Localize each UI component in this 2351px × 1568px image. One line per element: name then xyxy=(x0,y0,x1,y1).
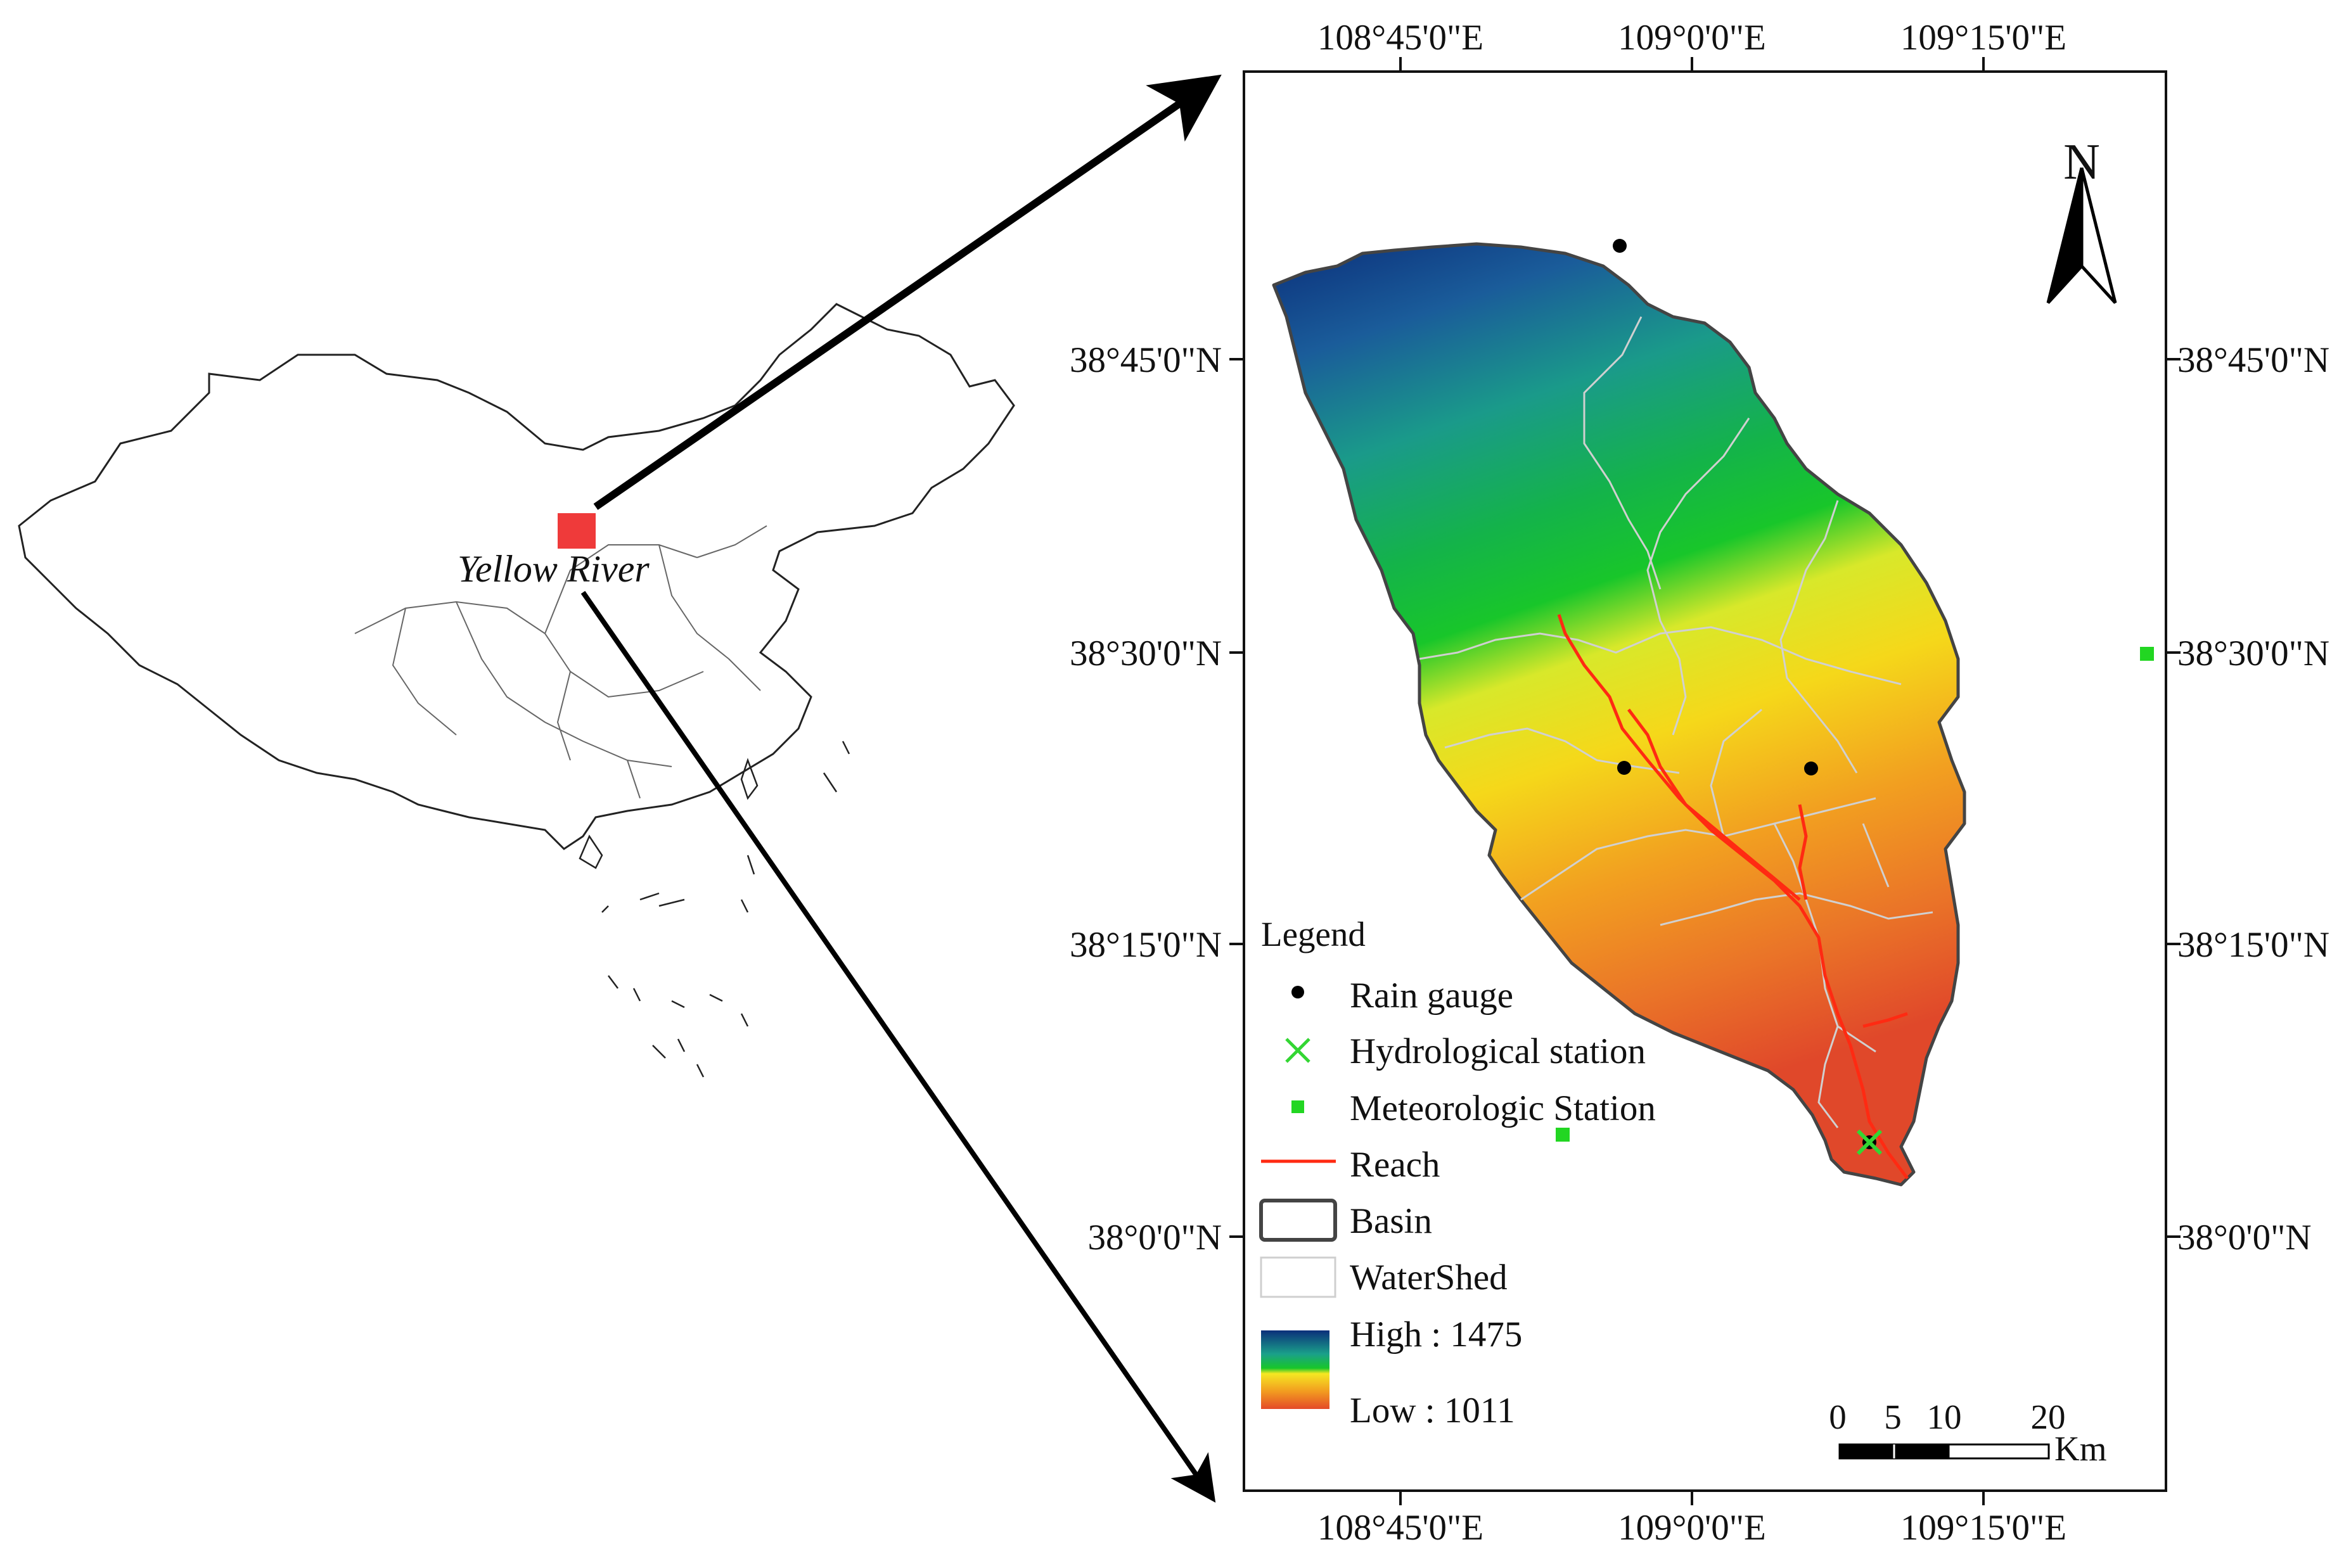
bottom-lon-label: 109°0'0"E xyxy=(1618,1508,1766,1548)
right-lat-label: 38°0'0"N xyxy=(2177,1218,2312,1258)
legend-rain-gauge-symbol xyxy=(1291,986,1304,998)
overview-map: Yellow River xyxy=(18,303,1015,1078)
bottom-lon-label: 109°15'0"E xyxy=(1900,1508,2066,1548)
legend-elevation-low: Low : 1011 xyxy=(1350,1391,1515,1431)
scale-tick-label: 5 xyxy=(1884,1398,1902,1436)
watershed-lines xyxy=(1419,316,1933,1128)
right-coordinates: 38°45'0"N 38°30'0"N 38°15'0"N 38°0'0"N xyxy=(2177,340,2329,1258)
upper-pointer-arrow xyxy=(593,74,1222,510)
scale-tick-label: 0 xyxy=(1829,1398,1847,1436)
hydrological-station-marker xyxy=(1856,1129,1883,1156)
scale-tick-label: 10 xyxy=(1927,1398,1962,1436)
top-lon-label: 108°45'0"E xyxy=(1317,18,1483,58)
rain-gauge-marker xyxy=(1613,239,1627,253)
scale-unit-label: Km xyxy=(2054,1429,2107,1468)
legend-item-watershed: WaterShed xyxy=(1350,1258,1508,1297)
legend-item-reach: Reach xyxy=(1350,1145,1440,1185)
legend-hydrological-symbol xyxy=(1285,1038,1310,1063)
scale-bar: 0 5 10 20 Km xyxy=(1829,1398,2106,1468)
legend: Legend Rain gauge Hydrological station M… xyxy=(1259,915,1656,1431)
left-coordinates: 38°45'0"N 38°30'0"N 38°15'0"N 38°0'0"N xyxy=(1070,340,1222,1258)
legend-item-basin: Basin xyxy=(1350,1201,1432,1241)
frame-ticks xyxy=(1229,57,2181,1505)
north-arrow-icon: N xyxy=(2046,134,2117,304)
top-coordinates: 108°45'0"E 109°0'0"E 109°15'0"E xyxy=(1317,18,2066,58)
rain-gauge-marker xyxy=(1617,761,1631,775)
left-lat-label: 38°0'0"N xyxy=(1088,1218,1222,1258)
meteorologic-station-marker xyxy=(1556,1128,1570,1142)
island-fragments xyxy=(579,741,850,1078)
legend-elevation-ramp xyxy=(1261,1330,1329,1409)
bottom-lon-label: 108°45'0"E xyxy=(1317,1508,1483,1548)
yellow-river-label: Yellow River xyxy=(458,548,650,590)
legend-basin-symbol xyxy=(1259,1199,1337,1242)
top-lon-label: 109°0'0"E xyxy=(1618,18,1766,58)
legend-watershed-symbol xyxy=(1260,1256,1336,1298)
left-lat-label: 38°30'0"N xyxy=(1070,634,1222,673)
scale-tick-label: 20 xyxy=(2031,1398,2066,1436)
right-lat-label: 38°15'0"N xyxy=(2177,925,2329,965)
legend-elevation-high: High : 1475 xyxy=(1350,1315,1522,1354)
legend-item-hydrological-station: Hydrological station xyxy=(1350,1031,1646,1071)
right-lat-label: 38°45'0"N xyxy=(2177,340,2329,380)
study-area-marker xyxy=(558,513,596,549)
meteorologic-station-marker xyxy=(2140,647,2154,661)
bottom-coordinates: 108°45'0"E 109°0'0"E 109°15'0"E xyxy=(1317,1508,2066,1548)
legend-meteorologic-symbol xyxy=(1291,1100,1304,1113)
north-label: N xyxy=(2063,134,2100,190)
basin-elevation xyxy=(1272,242,1966,1187)
rain-gauge-marker xyxy=(1804,762,1818,775)
legend-item-meteorologic-station: Meteorologic Station xyxy=(1350,1088,1656,1128)
lower-pointer-arrow xyxy=(580,590,1216,1503)
legend-title: Legend xyxy=(1261,915,1366,953)
province-lines xyxy=(354,525,767,799)
left-lat-label: 38°15'0"N xyxy=(1070,925,1222,965)
legend-item-rain-gauge: Rain gauge xyxy=(1350,976,1513,1016)
left-lat-label: 38°45'0"N xyxy=(1070,340,1222,380)
right-lat-label: 38°30'0"N xyxy=(2177,634,2329,673)
top-lon-label: 109°15'0"E xyxy=(1900,18,2066,58)
china-outline xyxy=(18,303,1015,850)
reach-network xyxy=(1557,614,1909,1180)
